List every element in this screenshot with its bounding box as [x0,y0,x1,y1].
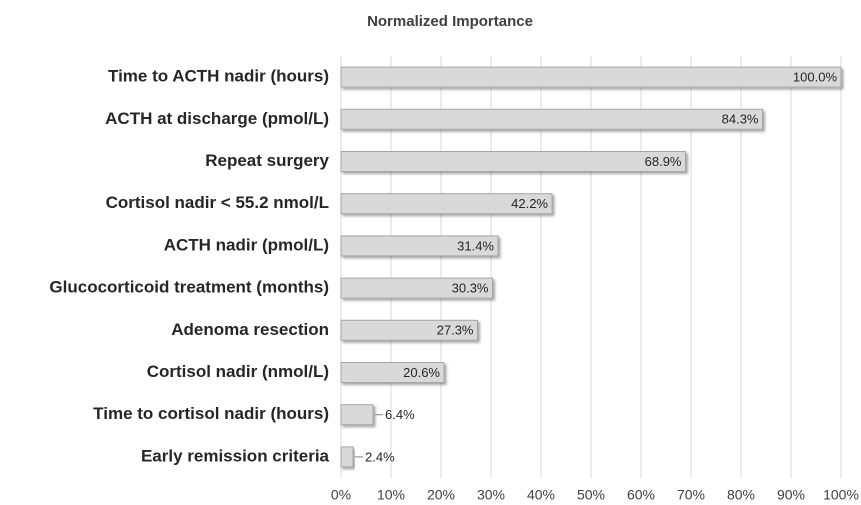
value-label: 100.0% [793,70,838,85]
category-label: Time to ACTH nadir (hours) [108,67,329,86]
value-label: 6.4% [385,407,415,422]
category-label: Adenoma resection [171,320,329,339]
value-label: 42.2% [511,196,548,211]
x-tick-label: 40% [527,487,555,503]
x-tick-label: 70% [677,487,705,503]
category-label: Glucocorticoid treatment (months) [49,278,329,297]
chart-title: Normalized Importance [367,13,533,30]
bar [340,446,354,468]
category-label: Cortisol nadir (nmol/L) [147,362,329,381]
value-label: 20.6% [403,365,440,380]
bar [340,362,445,383]
value-label: 68.9% [645,154,682,169]
x-tick-label: 60% [627,487,655,503]
x-tick-label: 0% [331,487,351,503]
value-label: 27.3% [437,323,474,338]
bar [340,108,763,130]
x-tick-label: 80% [727,487,755,503]
bar [340,151,686,172]
category-label: ACTH nadir (pmol/L) [164,235,329,254]
category-label: ACTH at discharge (pmol/L) [105,109,329,128]
value-label: 2.4% [365,449,395,464]
x-tick-label: 90% [777,487,805,503]
bar [340,193,553,215]
bar [340,66,842,88]
x-tick-label: 10% [377,487,405,503]
x-tick-label: 50% [577,487,605,503]
x-tick-label: 30% [477,487,505,503]
bar [340,319,478,341]
value-label: 30.3% [452,281,489,296]
x-tick-label: 20% [427,487,455,503]
value-label: 31.4% [457,238,494,253]
category-label: Cortisol nadir < 55.2 nmol/L [106,193,329,212]
bar [340,404,374,426]
category-label: Time to cortisol nadir (hours) [93,404,329,423]
x-tick-label: 100% [823,487,859,503]
category-label: Repeat surgery [205,151,329,170]
value-label: 84.3% [722,112,759,127]
category-label: Early remission criteria [141,446,330,465]
bar [340,235,499,257]
bar [340,277,493,299]
